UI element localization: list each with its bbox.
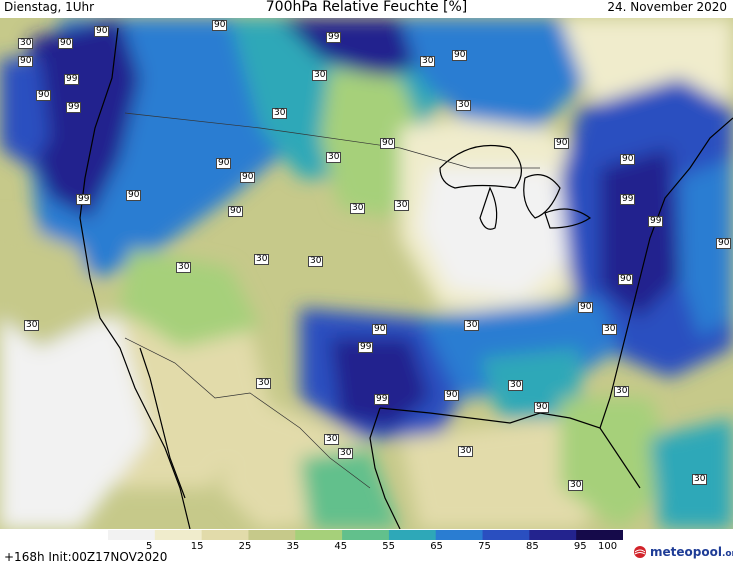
contour-label: 30 (602, 324, 618, 335)
contour-label: 99 (620, 194, 636, 205)
colorbar-tick-label: 25 (238, 541, 252, 552)
contour-label: 90 (452, 50, 468, 61)
logo-suffix: .org (721, 549, 733, 559)
colorbar-swatch (248, 530, 296, 540)
contour-label: 90 (18, 56, 34, 67)
contour-label: 30 (18, 38, 34, 49)
contour-label: 30 (272, 108, 288, 119)
colorbar-tick-label: 100 (598, 541, 618, 552)
contour-label: 90 (212, 20, 228, 31)
colorbar-swatch (201, 530, 249, 540)
valid-date-label: 24. November 2020 (607, 0, 727, 14)
contour-label: 90 (94, 26, 110, 37)
meteopool-logo[interactable]: meteopool.org (633, 545, 733, 559)
humidity-map: 30 90 90 90 99 90 99 99 90 90 99 30 30 9… (0, 18, 733, 529)
contour-label: 30 (614, 386, 630, 397)
contour-label: 90 (126, 190, 142, 201)
contour-label: 30 (464, 320, 480, 331)
contour-label: 90 (534, 402, 550, 413)
contour-label: 30 (508, 380, 524, 391)
valid-day-label: Dienstag, 1Uhr (4, 0, 95, 14)
contour-label: 90 (578, 302, 594, 313)
contour-label: 90 (618, 274, 634, 285)
contour-label: 30 (692, 474, 708, 485)
contour-label: 30 (568, 480, 584, 491)
contour-label: 90 (58, 38, 74, 49)
colorbar-swatch (576, 530, 623, 540)
globe-icon (634, 546, 646, 558)
contour-label: 30 (24, 320, 40, 331)
contour-label: 30 (326, 152, 342, 163)
logo-text: meteopool.org (650, 545, 733, 559)
contour-label: 30 (350, 203, 366, 214)
contour-label: 99 (648, 216, 664, 227)
colorbar-swatch (482, 530, 530, 540)
colorbar-swatch (388, 530, 437, 540)
contour-label: 30 (308, 256, 324, 267)
contour-label: 99 (66, 102, 82, 113)
colorbar-swatch (108, 530, 156, 540)
contour-label: 30 (254, 254, 270, 265)
run-info: +168h Init:00Z17NOV2020 (4, 550, 168, 564)
contour-label: 99 (76, 194, 92, 205)
colorbar-swatch (435, 530, 484, 540)
contour-label: 99 (326, 32, 342, 43)
coastlines (79, 27, 733, 529)
colorbar-tick-label: 85 (525, 541, 539, 552)
colorbar-swatch (342, 530, 390, 540)
contour-label: 30 (338, 448, 354, 459)
contour-label: 30 (394, 200, 410, 211)
colorbar-tick-label: 35 (286, 541, 300, 552)
contour-label: 30 (256, 378, 272, 389)
contour-label: 30 (420, 56, 436, 67)
logo-name: meteopool (650, 545, 722, 559)
contour-label: 30 (324, 434, 340, 445)
header: Dienstag, 1Uhr 700hPa Relative Feuchte [… (0, 0, 733, 18)
contour-label: 30 (176, 262, 192, 273)
contour-label: 90 (240, 172, 256, 183)
colorbar-tick-label: 55 (382, 541, 396, 552)
contour-label: 30 (312, 70, 328, 81)
colorbar-swatch (529, 530, 577, 540)
colorbar-tick-label: 45 (334, 541, 348, 552)
contour-label: 99 (374, 394, 390, 405)
contour-label: 99 (64, 74, 80, 85)
colorbar (108, 530, 623, 540)
contour-label: 99 (358, 342, 374, 353)
contour-label: 90 (216, 158, 232, 169)
contour-label: 90 (228, 206, 244, 217)
colorbar-swatch (154, 530, 203, 540)
colorbar-tick-label: 5 (146, 541, 153, 552)
contour-label: 90 (380, 138, 396, 149)
colorbar-tick-label: 15 (190, 541, 204, 552)
colorbar-swatches (108, 530, 623, 540)
contour-label: 90 (36, 90, 52, 101)
contour-label: 90 (620, 154, 636, 165)
map-title: 700hPa Relative Feuchte [%] (265, 0, 468, 15)
colorbar-ticks: 5 15 25 35 45 55 65 75 85 95 100 (0, 541, 733, 553)
contour-label: 30 (458, 446, 474, 457)
contour-label: 90 (444, 390, 460, 401)
contour-label: 90 (554, 138, 570, 149)
colorbar-tick-label: 65 (430, 541, 443, 552)
contour-label: 90 (372, 324, 388, 335)
borders (124, 112, 540, 489)
colorbar-tick-label: 75 (478, 541, 491, 552)
contour-label: 30 (456, 100, 472, 111)
colorbar-swatch (295, 530, 343, 540)
colorbar-tick-label: 95 (573, 541, 587, 552)
contour-label: 90 (716, 238, 732, 249)
